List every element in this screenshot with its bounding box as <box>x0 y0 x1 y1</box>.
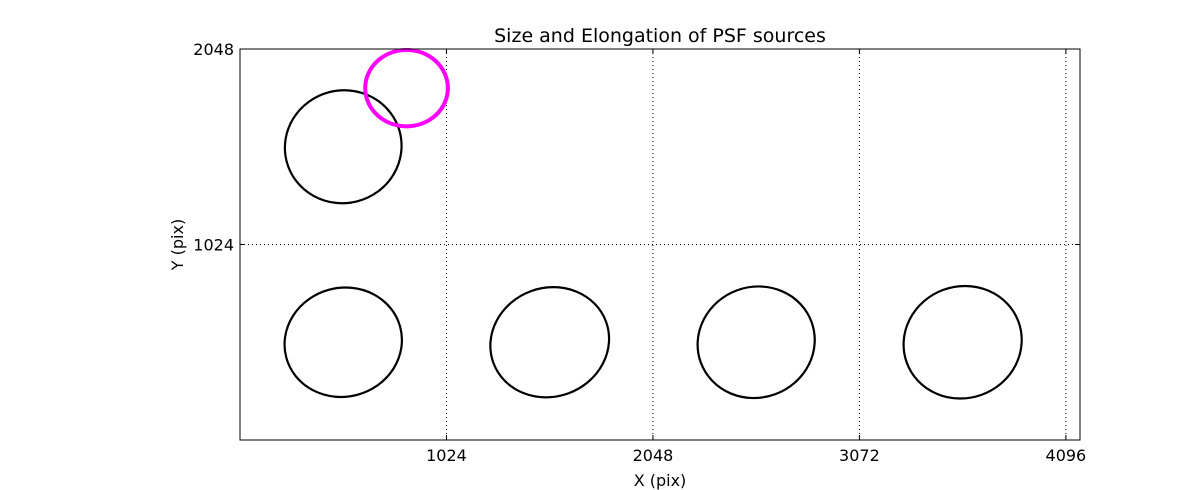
psf-ellipse <box>489 286 611 399</box>
x-tick-label: 3072 <box>839 446 880 465</box>
chart-title: Size and Elongation of PSF sources <box>494 25 826 47</box>
x-tick-label: 4096 <box>1046 446 1087 465</box>
x-axis-label: X (pix) <box>634 471 687 490</box>
psf-ellipse <box>902 284 1023 400</box>
axis-ticks: 1024 2048 3072 4096 1024 2048 <box>193 40 1086 465</box>
psf-ellipse <box>283 286 404 399</box>
grid-lines <box>240 49 1080 440</box>
psf-ellipse <box>283 89 403 205</box>
x-tick-label: 1024 <box>426 446 467 465</box>
y-tick-label: 1024 <box>193 236 234 255</box>
x-tick-label: 2048 <box>633 446 674 465</box>
psf-ellipse <box>696 285 816 400</box>
psf-ellipse-highlight <box>363 47 450 129</box>
y-axis-label: Y (pix) <box>168 219 187 271</box>
psf-ellipses <box>283 47 1023 400</box>
y-tick-label: 2048 <box>193 40 234 59</box>
